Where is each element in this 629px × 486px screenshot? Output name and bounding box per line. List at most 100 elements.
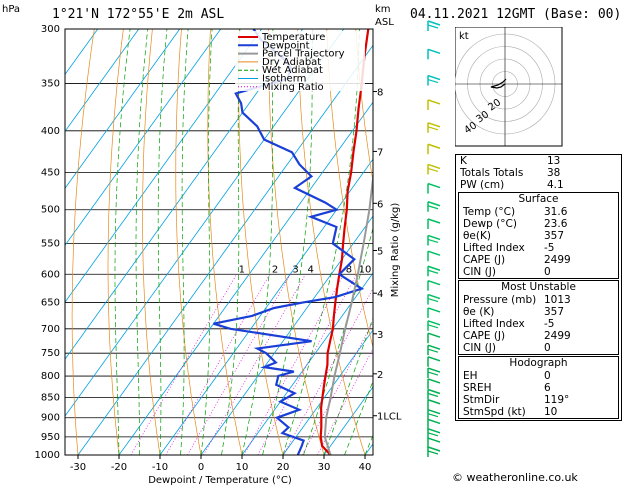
dry-adiabat-line (326, 29, 373, 349)
wind-barb-flag (427, 78, 439, 84)
legend-entry: Dry Adiabat (262, 57, 321, 68)
dry-adiabat-line (207, 29, 243, 455)
mixing-ratio-line (257, 274, 358, 455)
series-temperature (319, 29, 370, 455)
wind-barb-flag (427, 432, 439, 437)
km-tick-label: 5 (377, 246, 383, 257)
surface-title: Surface (518, 193, 559, 205)
wind-barb-flag (427, 367, 441, 373)
wet-adiabat-line (114, 29, 131, 455)
wind-barb-flag (427, 392, 439, 398)
series-parcel-trajectory (323, 168, 373, 455)
isotherm-line (65, 29, 181, 190)
dry-adiabat-line (238, 29, 284, 455)
wind-barb-flag (427, 428, 441, 434)
plot-frame (64, 28, 374, 456)
wind-barb-flag (427, 48, 441, 55)
mixing-ratio-label: 4 (307, 264, 313, 275)
wet-adiabat-line (135, 29, 149, 455)
wind-barb-flag (427, 279, 441, 286)
wind-barb-flag (427, 201, 441, 207)
x-tick-label: -10 (152, 462, 168, 473)
wind-barb-flag (427, 182, 441, 189)
k-index-row: K 13 (460, 155, 561, 167)
wind-barb-flag (427, 356, 441, 362)
wind-barb-flag (427, 122, 441, 128)
wind-barb-flag (427, 234, 441, 241)
wind-barb-flag (427, 238, 439, 244)
copyright-text: © weatheronline.co.uk (452, 471, 578, 484)
wind-barb-flag (427, 307, 441, 313)
wind-barb-flag (427, 163, 441, 170)
isotherm-line (65, 29, 304, 360)
wind-barb-flag (427, 378, 441, 384)
isotherm-line (65, 29, 345, 417)
totals-totals-row: Totals Totals 38 (460, 167, 561, 179)
dry-adiabat-line (142, 29, 161, 455)
surface-section: Surface Temp (°C) 31.6 Dewp (°C) 23.6 θe(K… (458, 192, 619, 279)
wet-adiabat-line (157, 29, 168, 455)
km-tick-label: 3 (377, 330, 383, 341)
wind-barb-flag (427, 413, 439, 418)
asl-label: ASL (375, 17, 394, 28)
indices-table: K 13 Totals Totals 38 PW (cm) 4.1 Surface T… (455, 154, 622, 421)
wind-barb-flag (427, 348, 439, 353)
pressure-tick-label-750: 750 (41, 348, 60, 359)
wet-adiabat-line (262, 29, 313, 455)
dry-adiabat-line (175, 29, 202, 455)
wind-barb-flag (427, 143, 441, 149)
isotherm-line (282, 329, 373, 455)
pressure-tick-label-950: 950 (41, 432, 60, 443)
km-tick-label: 6 (377, 199, 383, 210)
wind-barb-flag (427, 205, 439, 210)
pressure-tick-label-500: 500 (41, 205, 60, 216)
datetime-title: 04.11.2021 12GMT (Base: 00) (410, 7, 621, 22)
wind-barb-flag (427, 265, 441, 271)
wind-barb-flag (427, 24, 439, 29)
mixing-ratio-line (187, 274, 291, 455)
wet-adiabat-line (180, 29, 189, 455)
x-tick-label: 30 (318, 462, 331, 473)
wet-adiabat-line (200, 29, 213, 455)
wind-barb-flag (427, 332, 441, 338)
hodograph-title: Hodograph (509, 357, 568, 369)
wet-adiabat-line (221, 29, 241, 455)
wind-barb-flag (427, 218, 441, 224)
km-tick-label: 7 (377, 147, 383, 158)
mixing-ratio-line (165, 274, 271, 455)
pressure-tick-label-400: 400 (41, 126, 60, 137)
legend-entry: Isotherm (262, 74, 306, 85)
wind-barb-flag (427, 399, 441, 405)
wind-barb-flag (427, 388, 441, 395)
mixing-ratio-line (243, 274, 345, 455)
legend-entry: Parcel Trajectory (262, 49, 345, 60)
wind-barb-flag (427, 250, 441, 256)
dry-adiabat-line (297, 29, 366, 455)
wind-barb-flag (427, 320, 441, 326)
pressure-tick-label-300: 300 (41, 24, 60, 35)
wind-barb-flag (427, 450, 439, 455)
mixing-ratio-line (283, 287, 373, 455)
mixing-ratio-axis-label: Mixing Ratio (g/kg) (390, 203, 401, 298)
location-title: 1°21'N 172°55'E 2m ASL (52, 7, 224, 22)
wind-barb-flag (427, 446, 441, 452)
wind-barb-flag (427, 99, 441, 105)
km-tick-label: 8 (377, 88, 383, 99)
dry-adiabat-line (71, 29, 95, 455)
isotherm-line (241, 272, 373, 455)
km-label: km (375, 4, 391, 15)
mixing-ratio-label: 3 (292, 264, 298, 275)
pw-row: PW (cm) 4.1 (460, 179, 564, 191)
wind-barb-flag (427, 344, 441, 350)
mixing-ratio-label: 2 (272, 264, 278, 275)
x-tick-label: 0 (198, 462, 204, 473)
wind-barb-flag (427, 167, 439, 173)
pressure-tick-label-900: 900 (41, 413, 60, 424)
legend-entry: Temperature (261, 32, 325, 43)
hpa-label: hPa (2, 4, 20, 15)
dry-adiabat-line (355, 29, 373, 184)
wet-adiabat-line (241, 29, 274, 455)
isotherm-line (77, 44, 373, 455)
wind-barbs (427, 20, 441, 457)
